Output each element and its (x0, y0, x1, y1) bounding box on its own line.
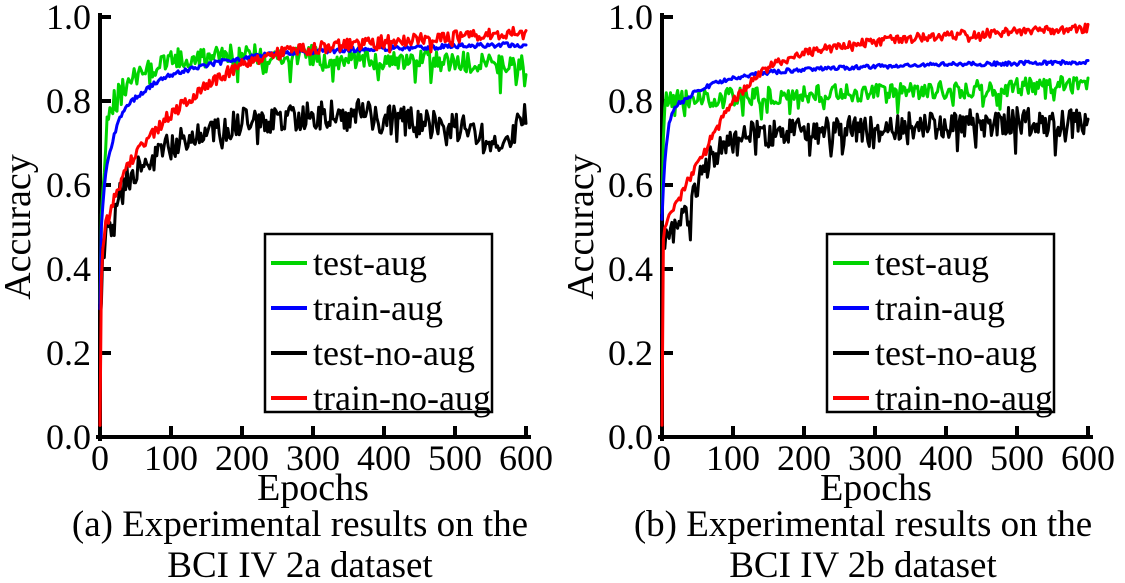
x-tick-label-a: 400 (357, 438, 411, 478)
axes-b: 0 100 200 300 400 500 600 0.0 0.2 0.4 0.6 0.8 1.0 (608, 0, 1115, 478)
x-tick-label-a: 0 (91, 438, 109, 478)
series-train-aug-a (98, 41, 528, 311)
x-tick-label-b: 300 (848, 438, 902, 478)
legend-label-test-no-aug-b: test-no-aug (875, 333, 1037, 373)
y-tick-label-b: 1.0 (608, 0, 653, 37)
x-tick-label-a: 500 (428, 438, 482, 478)
legend-label-train-no-aug-a: train-no-aug (313, 378, 491, 418)
caption-a-line2: BCI IV 2a dataset (167, 545, 433, 583)
x-tick-label-b: 0 (653, 438, 671, 478)
y-tick-label-a: 0.8 (46, 81, 91, 121)
y-tick-label-b: 0.6 (608, 165, 653, 205)
x-axis-label-a: Epochs (257, 467, 369, 509)
legend-label-train-no-aug-b: train-no-aug (875, 378, 1053, 418)
caption-b-line1: (b) Experimental results on the (634, 504, 1092, 545)
legend-label-train-aug-b: train-aug (875, 288, 1005, 328)
y-tick-label-b: 0.4 (608, 249, 653, 289)
series-test-no-aug-a (98, 98, 528, 328)
x-tick-label-b: 400 (919, 438, 973, 478)
caption-a-line1: (a) Experimental results on the (72, 504, 528, 545)
series-group-a (98, 25, 528, 427)
x-tick-label-b: 200 (777, 438, 831, 478)
axes-a: 0 100 200 300 400 500 600 0.0 0.2 0.4 0.6 0.8 1.0 (46, 0, 553, 478)
legend-label-test-no-aug-a: test-no-aug (313, 333, 475, 373)
series-train-no-aug-b (660, 22, 1090, 427)
y-tick-label-a: 0.4 (46, 249, 91, 289)
x-tick-label-a: 300 (286, 438, 340, 478)
legend-label-test-aug-b: test-aug (875, 243, 989, 283)
y-tick-label-a: 0.2 (46, 333, 91, 373)
x-tick-label-a: 200 (215, 438, 269, 478)
series-test-no-aug-b (660, 106, 1090, 250)
x-tick-label-b: 600 (1061, 438, 1115, 478)
x-tick-label-a: 100 (144, 438, 198, 478)
series-test-aug-a (98, 43, 528, 305)
chart-a: 0 100 200 300 400 500 600 0.0 0.2 0.4 0.6 0.8 1.0 te… (0, 0, 553, 583)
series-group-b (660, 22, 1090, 427)
x-tick-label-b: 100 (706, 438, 760, 478)
y-tick-label-a: 0.0 (46, 417, 91, 457)
y-tick-label-b: 0.2 (608, 333, 653, 373)
legend-b: test-aug train-aug test-no-aug train-no-aug (825, 232, 1056, 418)
series-train-no-aug-a (98, 25, 528, 427)
chart-b: 0 100 200 300 400 500 600 0.0 0.2 0.4 0.6 0.8 1.0 te… (562, 0, 1115, 583)
y-axis-label-a: Accuracy (0, 154, 39, 300)
y-tick-label-a: 1.0 (46, 0, 91, 37)
legend-label-train-aug-a: train-aug (313, 288, 443, 328)
caption-b-line2: BCI IV 2b dataset (729, 545, 997, 583)
y-axis-label-b: Accuracy (562, 154, 602, 300)
y-tick-label-b: 0.0 (608, 417, 653, 457)
legend-a: test-aug train-aug test-no-aug train-no-aug (263, 232, 494, 418)
legend-label-test-aug-a: test-aug (313, 243, 427, 283)
y-tick-label-a: 0.6 (46, 165, 91, 205)
x-axis-label-b: Epochs (820, 467, 932, 509)
x-tick-label-b: 500 (990, 438, 1044, 478)
series-train-aug-b (660, 59, 1090, 221)
x-tick-label-a: 600 (499, 438, 553, 478)
y-tick-label-b: 0.8 (608, 81, 653, 121)
